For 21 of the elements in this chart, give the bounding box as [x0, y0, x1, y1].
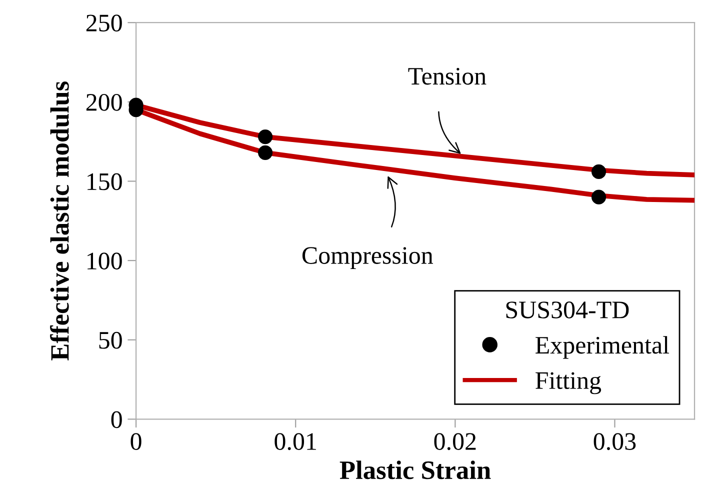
y-tick-label: 100	[88, 252, 122, 270]
legend-label: Experimental	[536, 336, 670, 359]
annotation: Compression	[302, 247, 434, 270]
point	[591, 164, 606, 179]
y-tick-label: 50	[99, 332, 122, 349]
x-axis-title: Plastic Strain	[340, 460, 491, 480]
y-tick-label: 0	[111, 411, 122, 428]
annotation: Tension	[408, 68, 486, 85]
x-tick-label: 0.02	[434, 433, 476, 450]
legend-label: Fitting	[536, 372, 602, 394]
y-axis-title: Effective elastic modulus	[50, 82, 69, 360]
x-tick-label: 0	[130, 433, 142, 450]
x-tick-label: 0.03	[594, 433, 636, 450]
point	[258, 145, 273, 160]
y-tick-label: 250	[86, 14, 122, 32]
y-tick-label: 200	[86, 94, 122, 111]
x-tick-label: 0.01	[274, 433, 316, 450]
y-tick-label: 150	[88, 173, 122, 190]
legend-title: SUS304-TD	[506, 302, 629, 318]
point	[591, 190, 606, 204]
point	[258, 130, 273, 144]
